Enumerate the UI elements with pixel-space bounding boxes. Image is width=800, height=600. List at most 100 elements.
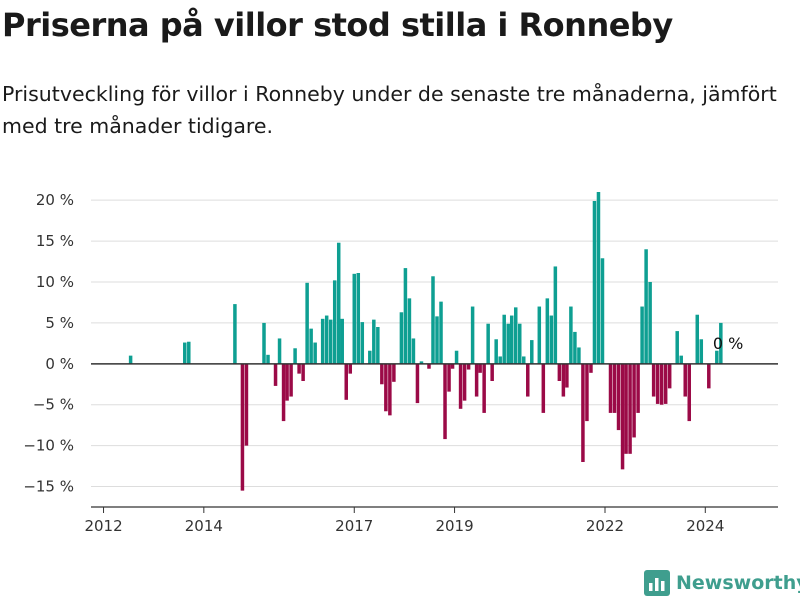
bar xyxy=(376,327,380,364)
bar xyxy=(667,363,672,389)
bar xyxy=(352,273,357,364)
bar xyxy=(557,363,562,381)
bar xyxy=(675,331,679,364)
bar xyxy=(655,363,660,404)
bar xyxy=(380,363,384,385)
bar xyxy=(240,363,245,491)
brand-name: Newsworthy xyxy=(676,572,800,594)
bar xyxy=(573,331,577,364)
bar xyxy=(715,350,719,364)
bar xyxy=(592,201,597,364)
bar xyxy=(305,282,309,364)
bar xyxy=(553,266,558,364)
bar xyxy=(372,319,376,364)
bar xyxy=(474,363,479,397)
bar xyxy=(466,363,471,370)
bar xyxy=(431,276,435,364)
bar xyxy=(309,328,313,364)
bar xyxy=(522,356,526,364)
last-value-label: 0 % xyxy=(713,334,743,353)
bar xyxy=(509,315,514,364)
bar xyxy=(368,350,372,364)
bar xyxy=(403,268,408,364)
bar xyxy=(289,363,293,397)
bar xyxy=(320,318,325,364)
bar xyxy=(628,363,632,454)
bar xyxy=(683,363,687,397)
bar xyxy=(415,363,420,404)
bar xyxy=(262,322,266,364)
bar xyxy=(699,339,704,364)
bar xyxy=(490,363,494,381)
bar xyxy=(589,363,593,373)
bar xyxy=(640,306,644,364)
bar xyxy=(648,282,652,364)
x-tick-label: 2014 xyxy=(185,517,223,535)
x-tick-label: 2012 xyxy=(84,517,122,535)
bar xyxy=(392,363,396,382)
bar xyxy=(616,363,621,431)
bar xyxy=(663,363,668,404)
bar xyxy=(427,363,431,369)
bar xyxy=(348,363,353,374)
y-axis-labels: −15 % −10 % −5 % 0 % 5 % 10 % 15 % 20 % xyxy=(23,191,74,495)
bar xyxy=(187,341,191,364)
bar xyxy=(608,363,613,413)
bar xyxy=(388,363,392,416)
bar xyxy=(565,363,569,388)
bar xyxy=(585,363,589,422)
bar xyxy=(313,342,317,364)
bar xyxy=(517,323,522,364)
bar xyxy=(336,242,341,364)
bar xyxy=(285,363,289,401)
bar xyxy=(506,323,510,364)
bar xyxy=(435,316,439,364)
bar xyxy=(530,340,534,364)
bar xyxy=(612,363,617,413)
bar xyxy=(679,355,683,364)
bar xyxy=(411,338,416,364)
bar xyxy=(695,314,700,364)
bar xyxy=(636,363,640,413)
bar-chart-logo-icon xyxy=(644,570,670,596)
bar xyxy=(549,315,554,364)
bar xyxy=(128,355,133,364)
bar xyxy=(447,363,451,392)
bar xyxy=(659,363,664,405)
bar xyxy=(328,319,333,364)
bar xyxy=(183,342,187,364)
y-tick-label: 0 % xyxy=(45,355,74,373)
bar xyxy=(498,356,502,364)
bar xyxy=(581,363,585,462)
bar xyxy=(233,304,237,364)
x-axis-ticks: 2012 2014 2017 2019 2022 2024 xyxy=(84,507,724,535)
bar xyxy=(561,363,566,397)
y-tick-label: 5 % xyxy=(45,314,74,332)
bar xyxy=(600,258,605,364)
bar xyxy=(541,363,546,413)
bar xyxy=(244,363,249,446)
bar xyxy=(277,338,282,364)
bar xyxy=(458,363,463,409)
bar xyxy=(301,363,305,381)
bar xyxy=(340,318,344,364)
bar xyxy=(454,350,459,364)
bar xyxy=(624,363,628,454)
x-tick-label: 2019 xyxy=(435,517,473,535)
bar xyxy=(577,347,581,364)
bar xyxy=(344,363,348,400)
bar xyxy=(450,363,455,369)
bar xyxy=(273,363,278,386)
bar xyxy=(687,363,691,422)
bar xyxy=(293,348,297,364)
bar xyxy=(569,306,573,364)
bar xyxy=(324,315,329,364)
y-tick-label: 20 % xyxy=(36,191,74,209)
bar xyxy=(707,363,711,389)
bar xyxy=(356,273,361,364)
bar xyxy=(719,322,723,364)
bar xyxy=(281,363,286,422)
x-tick-label: 2022 xyxy=(586,517,624,535)
bar xyxy=(632,363,636,438)
